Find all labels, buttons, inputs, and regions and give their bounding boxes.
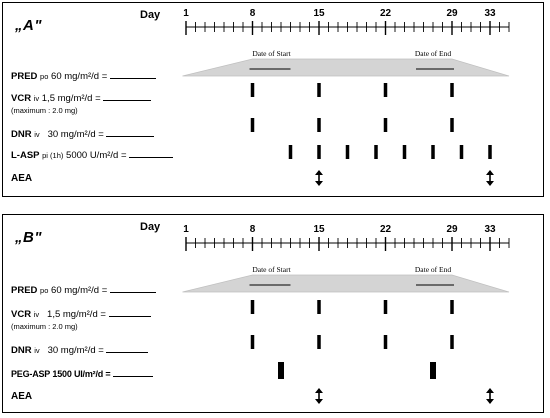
vcr-max-note: (maximum : 2.0 mg) <box>11 322 78 331</box>
asp-dose-mark <box>402 145 407 159</box>
dnr-row-label: DNR iv 30 mg/m²/d = <box>11 343 149 356</box>
vcr-dose-mark <box>250 83 255 97</box>
protocol-panel-b: „B" Day PRED po 60 mg/m²/d = VCR iv 1,5 … <box>2 214 544 413</box>
drug-name: DNR <box>11 129 32 140</box>
day-tick-label: 22 <box>380 224 392 235</box>
date-of-end-label: Date of End <box>415 265 451 274</box>
dnr-dose-mark <box>317 118 321 132</box>
day-tick-label: 8 <box>250 224 256 235</box>
drug-name: L-ASP <box>11 150 40 161</box>
asp-dose-mark <box>431 145 435 159</box>
drug-route: pi (1h) <box>42 151 64 160</box>
drug-dose: 1,5 mg/m²/d = <box>47 309 106 320</box>
day-tick-label: 1 <box>183 224 189 235</box>
drug-name: PRED <box>11 285 38 296</box>
vcr-row-label: VCR iv 1,5 mg/m²/d = <box>11 307 151 320</box>
asp-dose-mark <box>288 145 293 159</box>
asp-dose-mark <box>459 145 464 159</box>
drug-route: iv <box>33 94 40 103</box>
day-tick-label: 29 <box>446 224 458 235</box>
dose-blank <box>103 91 152 101</box>
vcr-dose-mark <box>450 300 454 314</box>
dnr-dose-mark <box>450 335 454 349</box>
drug-route: iv <box>34 130 40 139</box>
dnr-row-label: DNR iv 30 mg/m²/d = <box>11 127 155 140</box>
dnr-dose-mark <box>317 335 321 349</box>
drug-dose: 30 mg/m²/d = <box>47 129 104 140</box>
aea-arrow-icon <box>315 388 323 404</box>
dose-blank <box>109 69 156 79</box>
day-tick-label: 33 <box>484 224 496 235</box>
dose-blank <box>129 148 174 158</box>
dnr-dose-mark <box>250 335 255 349</box>
dose-blank <box>112 367 153 377</box>
pred-row-label: PRED po 60 mg/m²/d = <box>11 283 156 296</box>
dose-blank <box>106 343 149 353</box>
panel-letter: „B" <box>15 229 42 246</box>
asp-dose-mark <box>278 362 284 379</box>
drug-dose: 5000 U/m²/d = <box>66 150 127 161</box>
asp-row-label: PEG-ASP 1500 UI/m²/d = <box>11 367 153 379</box>
drug-dose: 30 mg/m²/d = <box>47 345 104 356</box>
asp-dose-mark <box>345 145 350 159</box>
dnr-dose-mark <box>450 118 454 132</box>
drug-name: DNR <box>11 345 32 356</box>
drug-name: PRED <box>11 71 38 82</box>
pred-row-label: PRED po 60 mg/m²/d = <box>11 69 156 82</box>
aea-row-label: AEA <box>11 173 33 184</box>
day-axis-label: Day <box>140 9 161 21</box>
vcr-dose-mark <box>383 83 388 97</box>
drug-route: po <box>40 286 49 295</box>
dose-blank <box>108 307 151 317</box>
asp-dose-mark <box>317 145 321 159</box>
vcr-dose-mark <box>450 83 454 97</box>
vcr-dose-mark <box>317 83 321 97</box>
vcr-dose-mark <box>317 300 321 314</box>
pred-taper-bar <box>182 274 510 293</box>
day-tick-label: 33 <box>484 8 496 19</box>
vcr-max-note: (maximum : 2.0 mg) <box>11 106 78 115</box>
asp-dose-mark <box>430 362 436 379</box>
day-tick-label: 15 <box>313 224 325 235</box>
aea-arrow-icon <box>315 170 323 186</box>
panel-letter: „A" <box>15 17 42 34</box>
drug-route: iv <box>34 346 40 355</box>
vcr-dose-mark <box>250 300 255 314</box>
dnr-dose-mark <box>383 118 388 132</box>
pred-taper-bar <box>182 58 510 77</box>
asp-dose-mark <box>488 145 492 159</box>
protocol-panel-a: „A" Day PRED po 60 mg/m²/d = VCR iv 1,5 … <box>2 2 544 197</box>
date-of-start-label: Date of Start <box>252 265 291 274</box>
dose-blank <box>106 127 155 137</box>
drug-route: iv <box>33 310 40 319</box>
schedule-graphic-b: 1 8 15 22 29 33 Date of Start Date of End <box>182 224 510 404</box>
drug-route: po <box>40 72 49 81</box>
drug-dose: 1,5 mg/m²/d = <box>41 93 101 104</box>
aea-row-label: AEA <box>11 391 33 402</box>
day-tick-label: 1 <box>183 8 189 19</box>
asp-dose-mark <box>374 145 378 159</box>
day-tick-label: 22 <box>380 8 392 19</box>
day-tick-label: 15 <box>313 8 325 19</box>
vcr-row-label: VCR iv 1,5 mg/m²/d = <box>11 91 152 104</box>
day-axis-label: Day <box>140 221 161 233</box>
dnr-dose-mark <box>250 118 255 132</box>
drug-dose: 1500 UI/m²/d = <box>52 369 111 379</box>
day-tick-label: 8 <box>250 8 256 19</box>
drug-name: PEG-ASP <box>11 369 51 379</box>
dnr-dose-mark <box>383 335 388 349</box>
date-of-end-label: Date of End <box>415 49 451 58</box>
date-of-start-label: Date of Start <box>252 49 291 58</box>
vcr-dose-mark <box>383 300 388 314</box>
aea-arrow-icon <box>486 170 494 186</box>
drug-dose: 60 mg/m²/d = <box>51 285 108 296</box>
aea-arrow-icon <box>486 388 494 404</box>
schedule-graphic-a: 1 8 15 22 29 33 Date of Start Date of End <box>182 8 510 186</box>
day-tick-label: 29 <box>446 8 458 19</box>
drug-dose: 60 mg/m²/d = <box>51 71 108 82</box>
drug-name: VCR <box>11 93 32 104</box>
asp-row-label: L-ASP pi (1h) 5000 U/m²/d = <box>11 148 174 161</box>
drug-name: VCR <box>11 309 32 320</box>
dose-blank <box>109 283 156 293</box>
